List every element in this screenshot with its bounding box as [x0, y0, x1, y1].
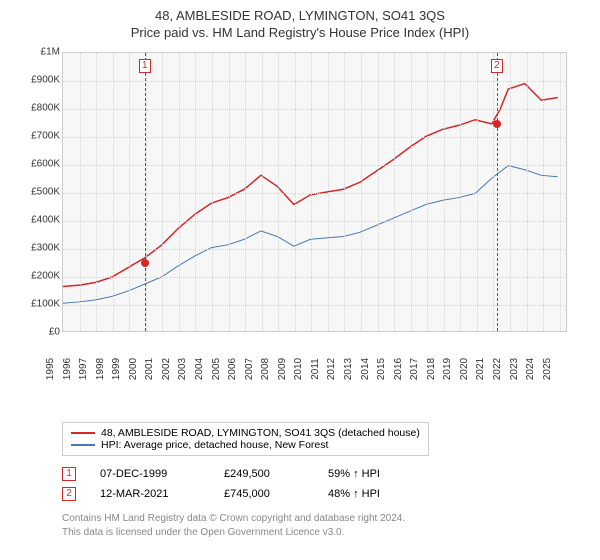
gridline-v: [560, 53, 561, 331]
data-row-num: 2: [62, 487, 76, 501]
gridline-v: [344, 53, 345, 331]
xtick-label: 2025: [542, 358, 576, 380]
marker-dot: [141, 259, 149, 267]
gridline-v: [229, 53, 230, 331]
ytick-label: £0: [12, 327, 60, 338]
gridline-v: [493, 53, 494, 331]
marker-vline: [497, 53, 498, 331]
gridline-v: [378, 53, 379, 331]
chart-subtitle: Price paid vs. HM Land Registry's House …: [12, 25, 588, 40]
data-row-price: £249,500: [224, 468, 304, 480]
gridline-v: [262, 53, 263, 331]
gridline-h: [63, 109, 566, 110]
gridline-h: [63, 221, 566, 222]
marker-box: 2: [491, 59, 503, 73]
data-row-date: 12-MAR-2021: [100, 488, 200, 500]
legend: 48, AMBLESIDE ROAD, LYMINGTON, SO41 3QS …: [62, 422, 429, 456]
gridline-v: [444, 53, 445, 331]
gridline-v: [510, 53, 511, 331]
ytick-label: £800K: [12, 103, 60, 114]
series-property: [63, 84, 558, 287]
ytick-label: £200K: [12, 271, 60, 282]
marker-vline: [145, 53, 146, 331]
gridline-v: [460, 53, 461, 331]
gridline-v: [162, 53, 163, 331]
legend-row: HPI: Average price, detached house, New …: [71, 439, 420, 451]
data-row: 2 12-MAR-2021 £745,000 48% ↑ HPI: [62, 484, 588, 504]
gridline-h: [63, 193, 566, 194]
series-hpi: [63, 166, 558, 304]
gridline-h: [63, 81, 566, 82]
ytick-label: £900K: [12, 75, 60, 86]
gridline-v: [195, 53, 196, 331]
gridline-v: [527, 53, 528, 331]
gridline-h: [63, 249, 566, 250]
ytick-label: £600K: [12, 159, 60, 170]
data-row-date: 07-DEC-1999: [100, 468, 200, 480]
gridline-v: [113, 53, 114, 331]
gridline-v: [411, 53, 412, 331]
credit-line-1: Contains HM Land Registry data © Crown c…: [62, 512, 588, 526]
gridline-v: [245, 53, 246, 331]
gridline-v: [295, 53, 296, 331]
gridline-v: [96, 53, 97, 331]
gridline-v: [543, 53, 544, 331]
data-row: 1 07-DEC-1999 £249,500 59% ↑ HPI: [62, 464, 588, 484]
data-table: 1 07-DEC-1999 £249,500 59% ↑ HPI 2 12-MAR-202…: [62, 464, 588, 504]
chart-svg: [63, 53, 566, 331]
marker-box: 1: [139, 59, 151, 73]
chart-area: £0 £100K £200K £300K £400K £500K £600K £700K £80…: [12, 52, 567, 382]
ytick-label: £1M: [12, 47, 60, 58]
plot-area: 12: [62, 52, 567, 332]
gridline-v: [427, 53, 428, 331]
credit-text: Contains HM Land Registry data © Crown c…: [62, 512, 588, 540]
legend-row: 48, AMBLESIDE ROAD, LYMINGTON, SO41 3QS …: [71, 427, 420, 439]
data-row-num: 1: [62, 467, 76, 481]
legend-label: 48, AMBLESIDE ROAD, LYMINGTON, SO41 3QS …: [101, 427, 420, 439]
gridline-v: [278, 53, 279, 331]
ytick-label: £400K: [12, 215, 60, 226]
legend-swatch: [71, 432, 95, 434]
ytick-label: £700K: [12, 131, 60, 142]
gridline-v: [477, 53, 478, 331]
gridline-v: [212, 53, 213, 331]
data-row-price: £745,000: [224, 488, 304, 500]
credit-line-2: This data is licensed under the Open Gov…: [62, 526, 588, 540]
gridline-v: [80, 53, 81, 331]
ytick-label: £300K: [12, 243, 60, 254]
ytick-label: £100K: [12, 299, 60, 310]
marker-dot: [493, 120, 501, 128]
data-row-pct: 48% ↑ HPI: [328, 488, 380, 500]
gridline-v: [129, 53, 130, 331]
gridline-h: [63, 137, 566, 138]
gridline-h: [63, 165, 566, 166]
gridline-v: [146, 53, 147, 331]
gridline-v: [328, 53, 329, 331]
gridline-v: [179, 53, 180, 331]
chart-title: 48, AMBLESIDE ROAD, LYMINGTON, SO41 3QS: [12, 8, 588, 23]
gridline-v: [311, 53, 312, 331]
gridline-h: [63, 277, 566, 278]
gridline-v: [361, 53, 362, 331]
gridline-v: [394, 53, 395, 331]
ytick-label: £500K: [12, 187, 60, 198]
legend-swatch: [71, 444, 95, 446]
gridline-h: [63, 305, 566, 306]
data-row-pct: 59% ↑ HPI: [328, 468, 380, 480]
legend-label: HPI: Average price, detached house, New …: [101, 439, 328, 451]
